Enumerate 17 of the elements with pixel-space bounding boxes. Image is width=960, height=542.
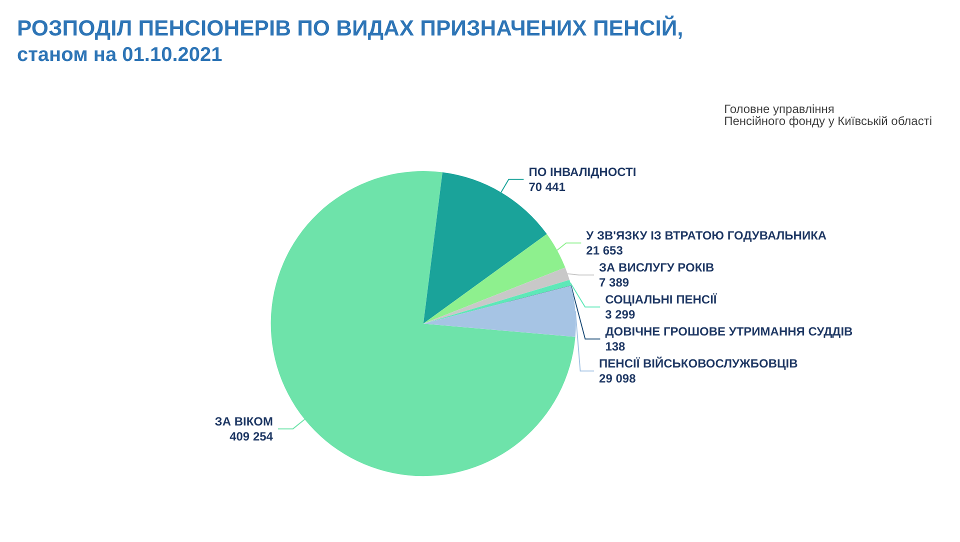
data-label: 3 299 <box>605 308 636 322</box>
slice-label: ЗА ВИСЛУГУ РОКІВ <box>599 260 715 275</box>
data-label: 29 098 <box>599 372 636 386</box>
chart-subtitle: станом на 01.10.2021 <box>17 44 222 66</box>
data-label: 7 389 <box>599 276 630 290</box>
slice-label: ДОВІЧНЕ ГРОШОВЕ УТРИМАННЯ СУДДІВ <box>605 324 854 339</box>
slice-label: СОЦІАЛЬНІ ПЕНСІЇ <box>605 292 718 307</box>
slice-label: ПО ІНВАЛІДНОСТІ <box>528 164 636 179</box>
data-label: 21 653 <box>586 244 624 258</box>
chart-title: РОЗПОДІЛ ПЕНСІОНЕРІВ ПО ВИДАХ ПРИЗНАЧЕНИХ ПЕНСІЙ, <box>17 16 684 40</box>
slice-label: У ЗВ'ЯЗКУ ІЗ ВТРАТОЮ ГОДУВАЛЬНИКА <box>586 228 827 243</box>
text: Головне управління Пенсійного фонду у Київській області <box>724 102 932 128</box>
data-label: 138 <box>605 340 626 354</box>
data-label: 70 441 <box>528 180 566 194</box>
data-label: 409 254 <box>230 429 274 444</box>
slice-label: ПЕНСІЇ ВІЙСЬКОВОСЛУЖБОВЦІВ <box>599 356 798 371</box>
slice-label: ЗА ВІКОМ <box>214 414 273 428</box>
